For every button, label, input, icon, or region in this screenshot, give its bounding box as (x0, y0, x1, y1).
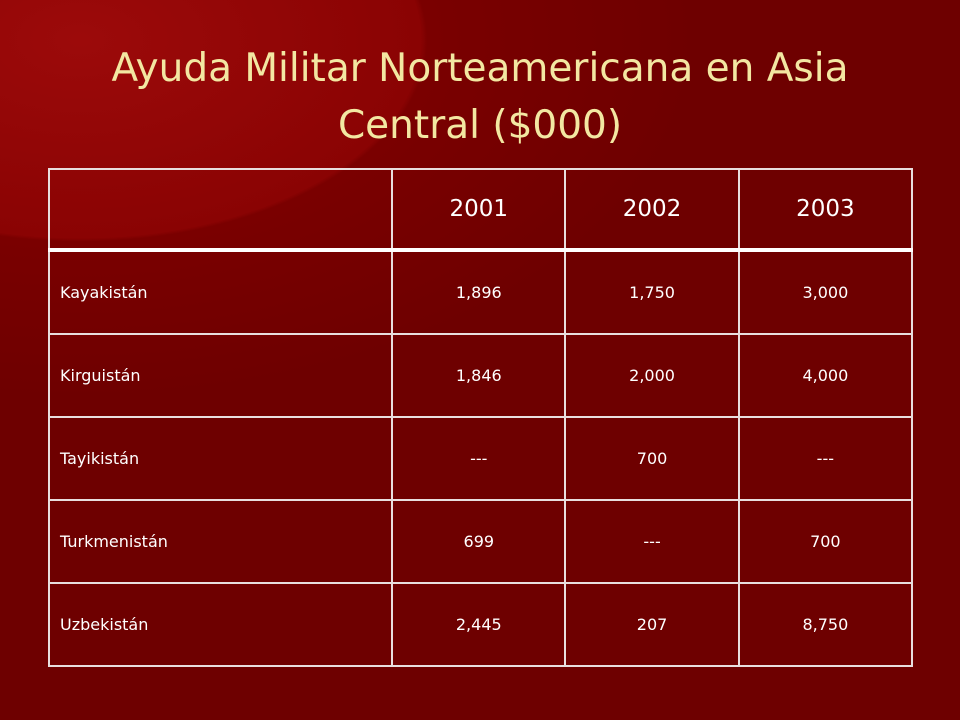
value-cell: --- (391, 416, 567, 501)
value-cell: 2,000 (564, 333, 740, 418)
table-row: Kirguistán 1,846 2,000 4,000 (47, 333, 914, 418)
table-row: Turkmenistán 699 --- 700 (47, 499, 914, 584)
table-row: Tayikistán --- 700 --- (47, 416, 914, 501)
corner-cell (47, 168, 394, 252)
country-cell: Tayikistán (47, 416, 394, 501)
header-row: 2001 2002 2003 (47, 168, 914, 252)
value-cell: 207 (564, 582, 740, 667)
value-cell: 8,750 (737, 582, 914, 667)
country-cell: Kayakistán (47, 249, 394, 335)
value-cell: 700 (564, 416, 740, 501)
value-cell: 699 (391, 499, 567, 584)
slide-title: Ayuda Militar Norteamericana en Asia Cen… (111, 46, 849, 148)
value-cell: 1,896 (391, 249, 567, 335)
table-body: Kayakistán 1,896 1,750 3,000 Kirguistán 1,846… (47, 249, 914, 667)
column-header: 2003 (737, 168, 914, 252)
country-cell: Turkmenistán (47, 499, 394, 584)
table-row: Kayakistán 1,896 1,750 3,000 (47, 249, 914, 335)
table-row: Uzbekistán 2,445 207 8,750 (47, 582, 914, 667)
country-cell: Kirguistán (47, 333, 394, 418)
value-cell: --- (737, 416, 914, 501)
table-head: 2001 2002 2003 (47, 168, 914, 252)
aid-table: 2001 2002 2003 Kayakistán 1,896 1,750 3,000 Ki… (47, 168, 914, 667)
value-cell: 4,000 (737, 333, 914, 418)
value-cell: 1,846 (391, 333, 567, 418)
column-header: 2002 (564, 168, 740, 252)
value-cell: 2,445 (391, 582, 567, 667)
column-header: 2001 (391, 168, 567, 252)
value-cell: 700 (737, 499, 914, 584)
value-cell: 3,000 (737, 249, 914, 335)
country-cell: Uzbekistán (47, 582, 394, 667)
value-cell: --- (564, 499, 740, 584)
value-cell: 1,750 (564, 249, 740, 335)
